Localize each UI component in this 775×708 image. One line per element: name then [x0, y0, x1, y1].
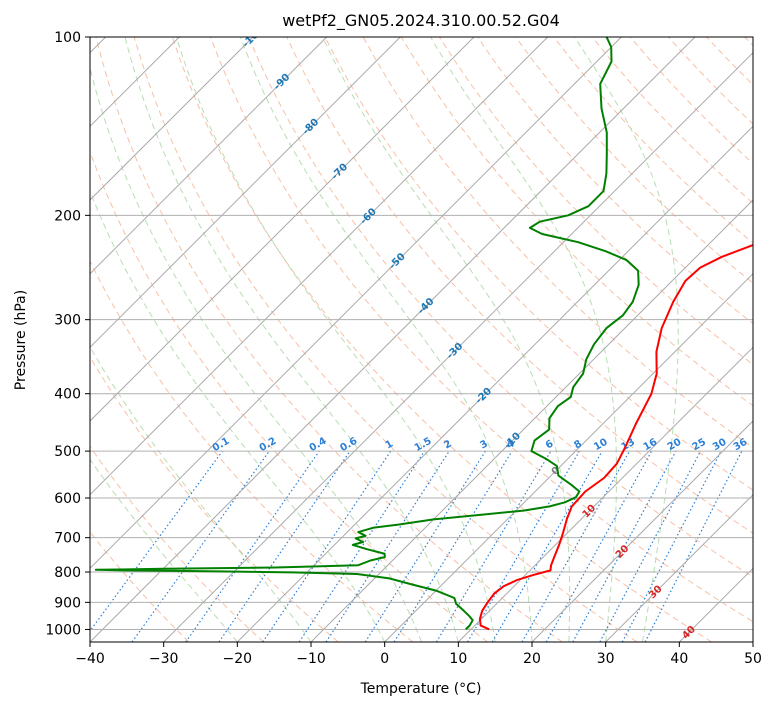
x-tick-label: −30 — [149, 651, 179, 667]
mixing-ratio-line — [185, 450, 320, 642]
background-lines — [90, 37, 753, 642]
dry-adiabat — [286, 37, 753, 534]
mixing-ratio-line — [491, 450, 603, 642]
isotherm-line — [163, 51, 753, 642]
pressure-gridlines — [90, 37, 753, 630]
x-tick-label: 40 — [670, 651, 688, 667]
mixing-ratio-line — [466, 450, 580, 642]
isotherm-line — [531, 420, 753, 642]
y-tick-label: 900 — [54, 595, 81, 611]
axes: −40 −30 −20 −10 0 10 20 30 40 50 100 200 300 400 500 60… — [45, 30, 762, 667]
dry-adiabat — [90, 259, 414, 642]
dry-adiabat — [248, 37, 753, 578]
y-tick-label: 200 — [54, 208, 81, 224]
x-axis-label: Temperature (°C) — [360, 681, 482, 697]
dry-adiabat — [95, 37, 563, 642]
y-tick-label: 600 — [54, 491, 81, 507]
plot-frame — [89, 36, 754, 643]
isotherm-line — [90, 37, 622, 570]
isotherm-line — [90, 37, 254, 201]
moist-adiabat — [175, 37, 496, 642]
moist-adiabat — [239, 37, 533, 642]
mixing-ratio-label: 6 — [544, 438, 556, 451]
y-tick-label: 500 — [54, 444, 81, 460]
x-tick-label: −10 — [296, 651, 326, 667]
temperature-profile — [478, 243, 753, 631]
mixing-ratio-line — [218, 450, 351, 642]
mixing-ratio-line — [325, 450, 450, 642]
isotherm-line — [90, 37, 328, 275]
mixing-ratio-line — [393, 450, 513, 642]
mixing-ratio-label: 3 — [478, 438, 490, 451]
y-tick-label: 100 — [54, 30, 81, 46]
x-tick-label: −20 — [223, 651, 253, 667]
x-tick-label: 50 — [744, 651, 762, 667]
mixing-ratio-line — [521, 450, 631, 642]
moist-adiabat — [124, 37, 459, 642]
y-tick-label: 700 — [54, 531, 81, 547]
x-tick-label: 0 — [380, 651, 389, 667]
mixing-ratio-line — [364, 450, 486, 642]
y-tick-label: 1000 — [45, 622, 81, 638]
dry-adiabat — [171, 37, 712, 642]
dry-adiabat — [324, 37, 753, 491]
moist-adiabat — [574, 37, 679, 642]
x-tick-label: −40 — [75, 651, 105, 667]
mixing-ratio-label: 1 — [384, 438, 396, 451]
mixing-ratio-label: 4 — [505, 438, 517, 451]
x-tick-label: 10 — [449, 651, 467, 667]
isotherm-line — [236, 125, 753, 642]
dewpoint-profile — [94, 37, 640, 631]
chart-title: wetPf2_GN05.2024.310.00.52.G04 — [282, 11, 560, 31]
x-tick-label: 30 — [597, 651, 615, 667]
dry-adiabat — [515, 37, 753, 284]
profile-series — [94, 37, 753, 631]
moist-adiabat — [90, 458, 238, 642]
y-tick-label: 800 — [54, 565, 81, 581]
dry-adiabat — [90, 445, 264, 642]
isotherm-line — [605, 493, 753, 642]
isotherm-line — [90, 37, 549, 496]
plot-area — [90, 37, 753, 642]
mixing-ratio-line — [572, 450, 677, 642]
y-axis-label: Pressure (hPa) — [13, 290, 29, 390]
x-tick-label: 20 — [523, 651, 541, 667]
moist-adiabat — [430, 37, 617, 642]
dry-adiabat — [210, 37, 753, 623]
mixing-ratio-label: 2 — [442, 438, 454, 451]
isotherm-line — [90, 37, 696, 642]
isotherm-line — [310, 199, 753, 642]
moist-adiabat — [90, 65, 422, 642]
dry-adiabat — [90, 356, 339, 642]
mixing-ratio-line — [435, 450, 552, 642]
isotherm-line — [457, 346, 753, 642]
y-tick-label: 300 — [54, 313, 81, 329]
isotherm-line — [90, 37, 475, 422]
mixing-ratio-label: 8 — [572, 438, 584, 451]
y-tick-label: 400 — [54, 387, 81, 403]
moist-adiabat — [90, 189, 386, 642]
isotherm-line — [384, 272, 753, 642]
dry-adiabat — [133, 37, 638, 642]
isotherm-line — [90, 37, 401, 349]
